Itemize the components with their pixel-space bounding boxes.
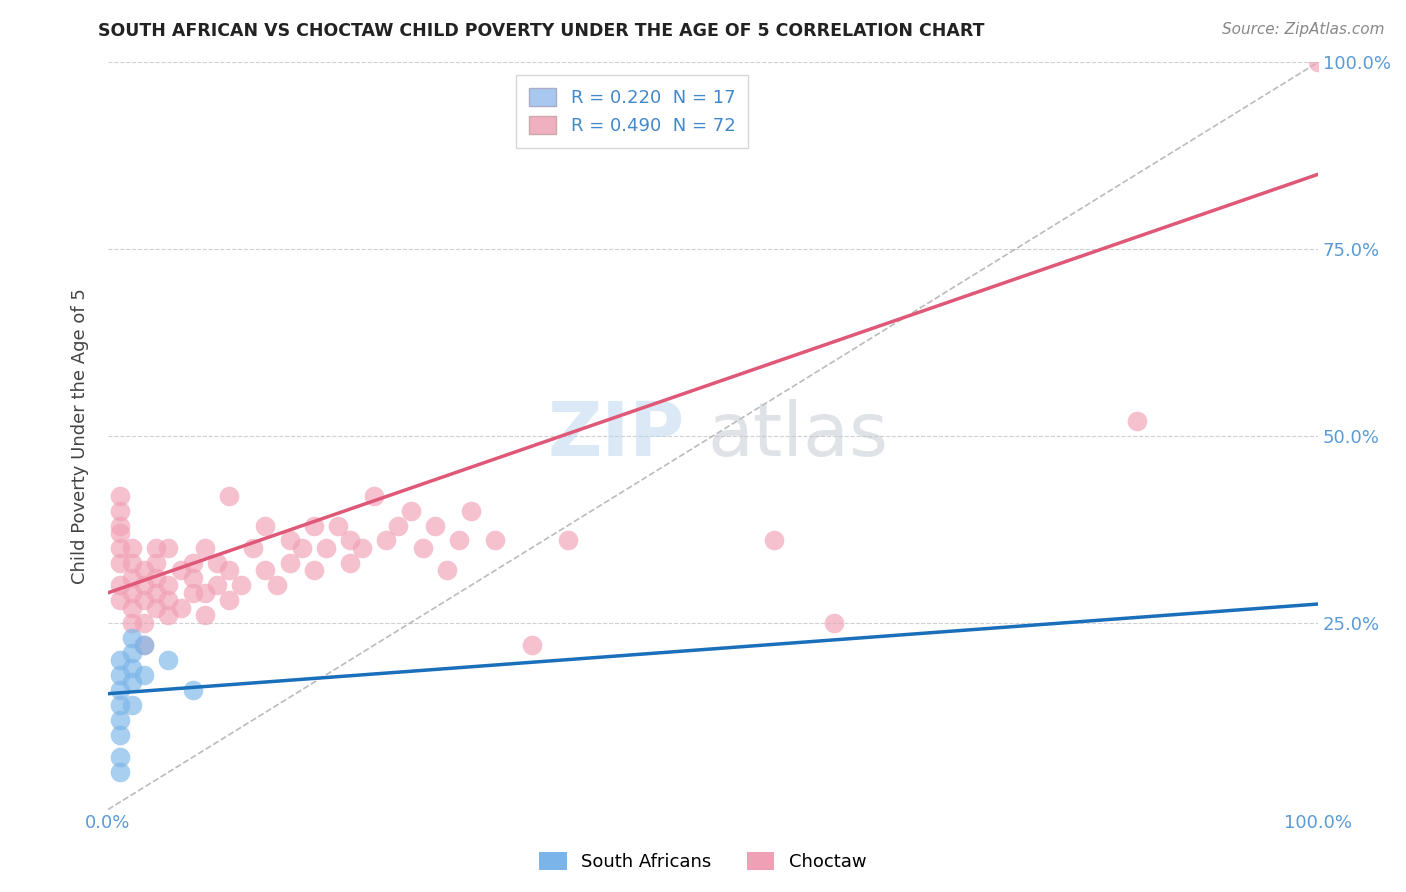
Point (121, 586, 143, 600)
Point (326, 518, 349, 533)
Point (108, 668, 131, 682)
Point (229, 578, 252, 592)
Point (108, 526, 131, 541)
Point (218, 489, 240, 503)
Point (218, 563, 240, 577)
Point (157, 578, 180, 592)
Legend: South Africans, Choctaw: South Africans, Choctaw (533, 845, 873, 879)
Point (1125, 414, 1147, 428)
Point (484, 533, 506, 548)
Point (181, 682, 204, 697)
Point (399, 503, 422, 517)
Point (412, 541, 434, 555)
Point (205, 578, 228, 592)
Point (352, 541, 374, 555)
Point (145, 600, 167, 615)
Point (157, 608, 180, 623)
Point (375, 533, 398, 548)
Point (520, 638, 543, 652)
Point (266, 578, 288, 592)
Point (121, 660, 143, 674)
Point (134, 593, 156, 607)
Point (108, 728, 131, 742)
Point (387, 518, 409, 533)
Point (145, 541, 167, 555)
Point (121, 698, 143, 712)
Point (108, 653, 131, 667)
Point (194, 541, 217, 555)
Point (254, 518, 277, 533)
Point (339, 556, 361, 570)
Point (108, 765, 131, 780)
Point (108, 489, 131, 503)
Text: Source: ZipAtlas.com: Source: ZipAtlas.com (1222, 22, 1385, 37)
Point (447, 533, 470, 548)
Text: SOUTH AFRICAN VS CHOCTAW CHILD POVERTY UNDER THE AGE OF 5 CORRELATION CHART: SOUTH AFRICAN VS CHOCTAW CHILD POVERTY U… (98, 22, 986, 40)
Point (134, 638, 156, 652)
Point (557, 533, 579, 548)
Point (181, 556, 204, 570)
Point (278, 556, 301, 570)
Point (339, 533, 361, 548)
Point (121, 646, 143, 660)
Point (108, 682, 131, 697)
Text: atlas: atlas (707, 400, 889, 473)
Legend: R = 0.220  N = 17, R = 0.490  N = 72: R = 0.220 N = 17, R = 0.490 N = 72 (516, 75, 748, 148)
Point (108, 593, 131, 607)
Point (145, 556, 167, 570)
Point (121, 615, 143, 630)
Point (460, 503, 482, 517)
Point (169, 563, 191, 577)
Point (108, 713, 131, 727)
Point (121, 631, 143, 645)
Point (278, 533, 301, 548)
Point (363, 489, 385, 503)
Point (121, 541, 143, 555)
Point (194, 586, 217, 600)
Point (762, 533, 785, 548)
Point (108, 541, 131, 555)
Point (108, 518, 131, 533)
Point (108, 698, 131, 712)
Point (315, 541, 337, 555)
Point (242, 541, 264, 555)
Point (157, 593, 180, 607)
Point (108, 556, 131, 570)
Point (108, 750, 131, 764)
Point (194, 608, 217, 623)
Point (1308, 55, 1330, 70)
Point (108, 578, 131, 592)
Y-axis label: Child Poverty Under the Age of 5: Child Poverty Under the Age of 5 (72, 288, 89, 583)
Text: ZIP: ZIP (547, 400, 685, 473)
Point (121, 675, 143, 690)
Point (121, 571, 143, 585)
Point (121, 600, 143, 615)
Point (423, 518, 446, 533)
Point (134, 578, 156, 592)
Point (823, 615, 845, 630)
Point (108, 503, 131, 517)
Point (134, 563, 156, 577)
Point (145, 586, 167, 600)
Point (145, 571, 167, 585)
Point (302, 563, 325, 577)
Point (436, 563, 458, 577)
Point (218, 593, 240, 607)
Point (134, 668, 156, 682)
Point (205, 556, 228, 570)
Point (134, 638, 156, 652)
Point (121, 556, 143, 570)
Point (169, 600, 191, 615)
Point (181, 586, 204, 600)
Point (134, 615, 156, 630)
Point (291, 541, 314, 555)
Point (157, 541, 180, 555)
Point (254, 563, 277, 577)
Point (157, 653, 180, 667)
Point (302, 518, 325, 533)
Point (181, 571, 204, 585)
